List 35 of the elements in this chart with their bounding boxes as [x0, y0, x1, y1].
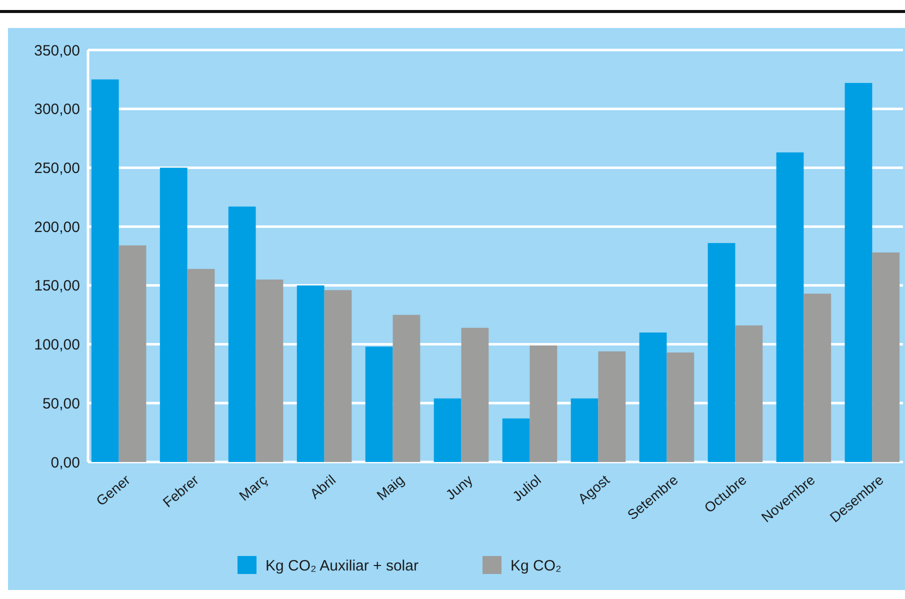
bar — [392, 314, 420, 462]
bar — [776, 152, 804, 462]
legend-label: Kg CO₂ Auxiliar + solar — [266, 557, 418, 574]
bar — [872, 252, 900, 462]
bar — [296, 285, 324, 462]
bar — [639, 332, 667, 462]
bar — [502, 418, 530, 462]
bar — [187, 268, 215, 462]
bar — [365, 346, 393, 462]
bar — [844, 82, 872, 462]
bar — [461, 328, 489, 462]
bar — [228, 206, 256, 462]
bar — [91, 79, 119, 462]
y-tick-label: 150,00 — [34, 278, 80, 295]
legend-label: Kg CO₂ — [510, 557, 562, 574]
bar — [708, 243, 736, 462]
bar — [256, 280, 284, 462]
x-tick-label: Juny — [442, 472, 476, 503]
bar — [324, 290, 352, 462]
bar — [735, 325, 763, 462]
y-tick-label: 50,00 — [42, 395, 80, 412]
bar — [804, 294, 832, 462]
y-tick-label: 200,00 — [34, 218, 80, 236]
bar — [160, 168, 188, 462]
bar — [570, 398, 598, 462]
bar — [666, 352, 694, 462]
y-tick-label: 250,00 — [34, 160, 80, 177]
y-tick-label: 300,00 — [34, 101, 80, 118]
bar — [434, 398, 462, 462]
y-tick-label: 100,00 — [34, 336, 80, 354]
bar — [530, 345, 558, 462]
bar — [598, 351, 626, 462]
y-tick-label: 0,00 — [50, 454, 80, 472]
y-tick-label: 350,00 — [34, 42, 80, 60]
bar — [118, 245, 146, 462]
